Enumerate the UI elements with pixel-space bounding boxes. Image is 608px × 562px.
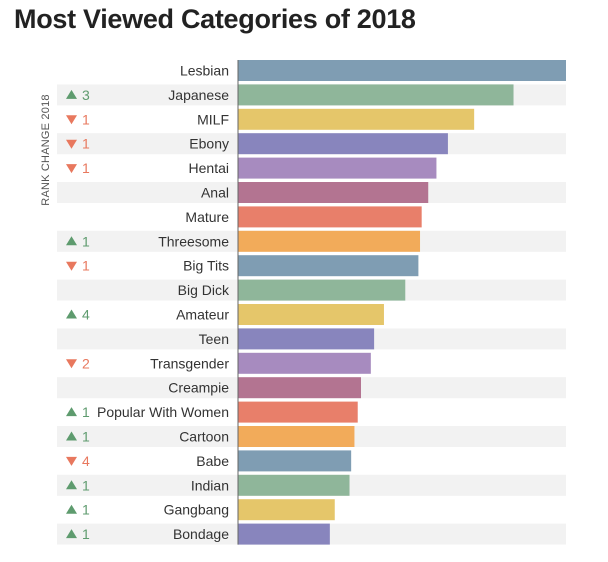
bar-hentai bbox=[238, 157, 437, 179]
bar-big-tits bbox=[238, 255, 419, 277]
rank-change-value: 1 bbox=[82, 526, 90, 542]
bar-gangbang bbox=[238, 499, 335, 521]
bar-bondage bbox=[238, 523, 330, 545]
bar-babe bbox=[238, 450, 352, 472]
rank-up-arrow-icon bbox=[66, 309, 77, 319]
chart-title: Most Viewed Categories of 2018 bbox=[14, 4, 416, 34]
category-label: Japanese bbox=[168, 87, 229, 103]
bar-transgender bbox=[238, 352, 371, 374]
bar-popular-with-women bbox=[238, 401, 358, 423]
rank-up-arrow-icon bbox=[66, 504, 77, 514]
bar-ebony bbox=[238, 133, 448, 155]
rank-change-value: 4 bbox=[82, 453, 90, 469]
category-label: Creampie bbox=[168, 380, 229, 396]
rank-up-arrow-icon bbox=[66, 89, 77, 99]
category-label: Mature bbox=[185, 209, 229, 225]
category-label: Indian bbox=[191, 477, 229, 493]
bar-creampie bbox=[238, 377, 361, 399]
category-label: Bondage bbox=[173, 526, 229, 542]
rank-up-arrow-icon bbox=[66, 236, 77, 246]
bar-anal bbox=[238, 182, 429, 203]
bar-milf bbox=[238, 108, 475, 130]
bar-threesome bbox=[238, 230, 421, 252]
bar-lesbian bbox=[238, 60, 566, 81]
category-label: Babe bbox=[196, 453, 229, 469]
rank-down-arrow-icon bbox=[66, 164, 77, 174]
rank-change-value: 3 bbox=[82, 87, 90, 103]
category-label: Transgender bbox=[150, 355, 229, 371]
rank-change-value: 1 bbox=[82, 477, 90, 493]
category-label: Ebony bbox=[189, 136, 229, 152]
bar-big-dick bbox=[238, 279, 406, 301]
rank-change-value: 1 bbox=[82, 502, 90, 518]
bar-cartoon bbox=[238, 426, 355, 447]
category-label: Big Tits bbox=[183, 258, 229, 274]
rank-down-arrow-icon bbox=[66, 456, 77, 466]
category-label: Amateur bbox=[176, 307, 229, 323]
rank-change-value: 1 bbox=[82, 136, 90, 152]
rank-up-arrow-icon bbox=[66, 431, 77, 441]
rank-change-value: 1 bbox=[82, 111, 90, 127]
category-label: MILF bbox=[197, 111, 229, 127]
bar-amateur bbox=[238, 304, 384, 325]
rank-down-arrow-icon bbox=[66, 115, 77, 125]
rank-change-value: 4 bbox=[82, 307, 90, 323]
rank-change-value: 1 bbox=[82, 429, 90, 445]
rank-down-arrow-icon bbox=[66, 359, 77, 369]
rank-up-arrow-icon bbox=[66, 407, 77, 417]
category-label: Big Dick bbox=[178, 282, 230, 298]
rank-change-value: 1 bbox=[82, 404, 90, 420]
category-label: Gangbang bbox=[164, 502, 229, 518]
bar-mature bbox=[238, 206, 422, 228]
rank-down-arrow-icon bbox=[66, 261, 77, 271]
rank-change-value: 1 bbox=[82, 258, 90, 274]
category-label: Teen bbox=[199, 331, 229, 347]
category-label: Lesbian bbox=[180, 63, 229, 79]
rank-up-arrow-icon bbox=[66, 480, 77, 490]
rank-change-value: 1 bbox=[82, 233, 90, 249]
rank-change-value: 1 bbox=[82, 160, 90, 176]
bar-teen bbox=[238, 328, 375, 350]
category-label: Threesome bbox=[158, 233, 229, 249]
rank-up-arrow-icon bbox=[66, 529, 77, 539]
rank-change-value: 2 bbox=[82, 355, 90, 371]
category-label: Anal bbox=[201, 185, 229, 201]
category-label: Popular With Women bbox=[97, 404, 229, 420]
bar-japanese bbox=[238, 84, 514, 106]
bar-indian bbox=[238, 474, 350, 496]
category-label: Hentai bbox=[189, 160, 229, 176]
rank-down-arrow-icon bbox=[66, 139, 77, 149]
category-label: Cartoon bbox=[179, 429, 229, 445]
